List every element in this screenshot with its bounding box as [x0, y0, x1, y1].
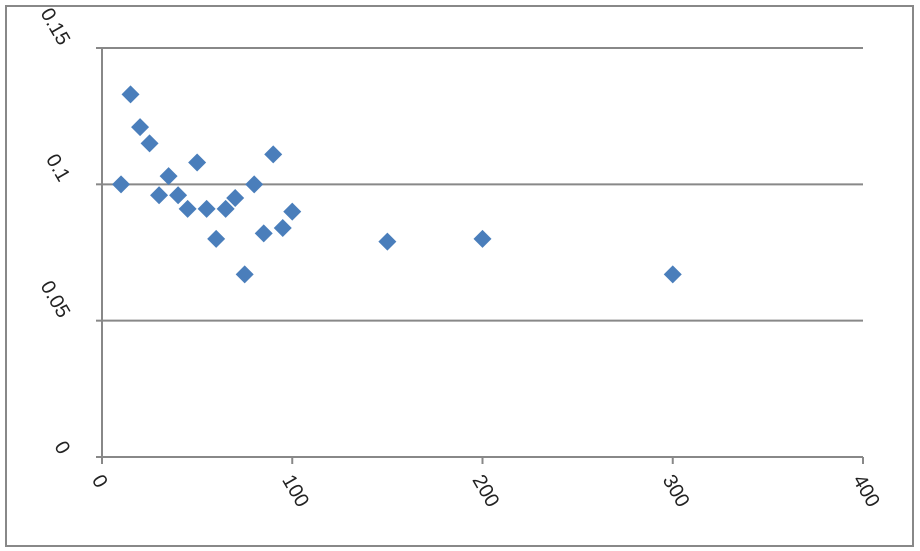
scatter-point	[245, 175, 264, 194]
scatter-point	[216, 199, 235, 218]
scatter-point	[264, 145, 283, 164]
chart-border	[5, 5, 914, 547]
scatter-point	[235, 265, 254, 284]
scatter-point	[178, 199, 197, 218]
scatter-point	[197, 199, 216, 218]
scatter-point	[663, 265, 682, 284]
scatter-point	[473, 229, 492, 248]
scatter-point	[254, 224, 273, 243]
scatter-point	[378, 232, 397, 251]
scatter-point	[150, 186, 169, 205]
scatter-point	[226, 188, 245, 207]
scatter-point	[121, 85, 140, 104]
scatter-point	[283, 202, 302, 221]
scatter-point	[188, 153, 207, 172]
scatter-point	[140, 134, 159, 153]
scatter-point	[207, 229, 226, 248]
scatter-point	[169, 186, 188, 205]
scatter-point	[131, 118, 150, 137]
scatter-point	[112, 175, 131, 194]
scatter-point	[273, 218, 292, 237]
scatter-point	[159, 167, 178, 186]
